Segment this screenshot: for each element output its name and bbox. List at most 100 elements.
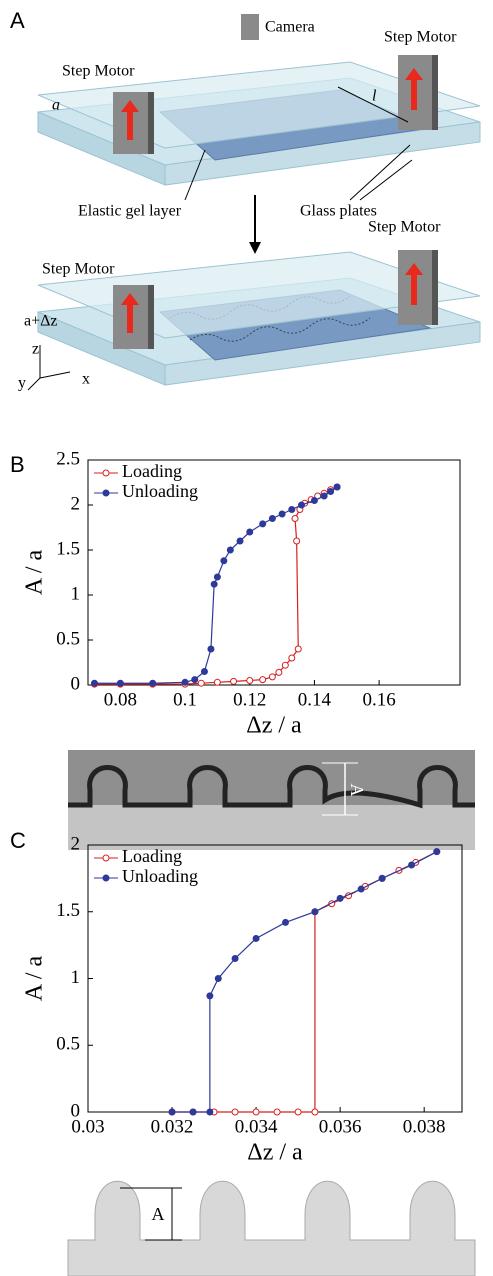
- label: x: [82, 371, 90, 388]
- arrow: [249, 242, 261, 254]
- data-point: [246, 528, 254, 536]
- data-point: [252, 934, 260, 942]
- data-point: [336, 894, 344, 902]
- axes-icon: [27, 345, 71, 391]
- length-arrow: [337, 86, 409, 123]
- data-point: [181, 678, 189, 686]
- plot-frame: [87, 459, 461, 686]
- step-motor: [148, 285, 154, 349]
- x-tick-label: 0.038: [403, 1116, 446, 1137]
- data-point: [116, 679, 124, 687]
- data-point: [214, 975, 222, 982]
- y-tick-label: 0.5: [56, 628, 80, 649]
- label: Elastic gel layer: [78, 203, 182, 220]
- data-point: [149, 679, 157, 687]
- x-tick-label: 0.16: [363, 689, 396, 710]
- data-point: [200, 668, 208, 675]
- y-tick-label: 1.5: [56, 538, 80, 559]
- legend-label: Unloading: [122, 866, 198, 886]
- label: Glass plates: [300, 203, 377, 220]
- step-motor: [148, 92, 154, 154]
- diagram: A Camera Step Motor Step Motor a l Elast…: [10, 8, 481, 392]
- legend-marker: [102, 854, 110, 862]
- x-axis-label: Δz / a: [246, 713, 302, 739]
- photo-background: [68, 805, 475, 850]
- label: a: [52, 97, 60, 114]
- data-point: [293, 537, 301, 545]
- y-tick-label: 1: [71, 583, 81, 604]
- data-point: [168, 1108, 176, 1116]
- x-tick-label: 0.034: [235, 1116, 278, 1137]
- legend-marker: [102, 469, 110, 477]
- legend-marker: [102, 874, 110, 882]
- data-point: [320, 492, 328, 500]
- label: Camera: [265, 19, 315, 36]
- data-point: [288, 506, 296, 513]
- label: l: [372, 88, 377, 105]
- series-line: [172, 851, 438, 1113]
- x-tick-label: 0.14: [298, 689, 332, 710]
- series-line: [172, 851, 438, 1113]
- y-tick-label: 1.5: [56, 900, 80, 921]
- step-motor: [432, 250, 438, 325]
- data-point: [311, 1108, 319, 1116]
- data-point: [197, 679, 205, 687]
- wrinkle-profile: [67, 1180, 476, 1276]
- step-motor: [432, 55, 438, 130]
- data-point: [206, 992, 214, 1000]
- x-tick-label: 0.12: [233, 689, 266, 710]
- data-point: [206, 1108, 214, 1116]
- y-axis-label: A / a: [22, 955, 48, 1001]
- data-point: [230, 677, 238, 685]
- x-tick-label: 0.1: [173, 689, 197, 710]
- y-tick-label: 0: [71, 673, 81, 694]
- data-point: [220, 557, 228, 565]
- y-tick-label: 2: [71, 833, 81, 854]
- data-point: [282, 918, 290, 926]
- wrinkle-profile: [68, 765, 475, 809]
- x-tick-label: 0.03: [71, 1116, 104, 1137]
- wrinkle: [189, 317, 371, 342]
- data-point: [252, 1108, 260, 1116]
- data-point: [226, 546, 234, 554]
- label: Step Motor: [368, 219, 441, 236]
- panel-label: B: [10, 452, 25, 477]
- data-point: [191, 676, 199, 684]
- legend-label: Loading: [122, 846, 182, 866]
- arrow: [121, 293, 139, 333]
- legend-label: Loading: [122, 461, 182, 481]
- data-point: [231, 1108, 239, 1116]
- y-tick-label: 2: [71, 493, 81, 514]
- inset-label: A: [347, 784, 367, 797]
- legend-label: Unloading: [122, 481, 198, 501]
- data-point: [311, 908, 319, 916]
- data-point: [357, 885, 365, 893]
- data-point: [297, 501, 305, 509]
- arrow: [121, 100, 139, 140]
- data-point: [268, 673, 276, 681]
- data-point: [333, 483, 341, 491]
- inset-label: A: [152, 1204, 165, 1224]
- data-point: [378, 874, 386, 882]
- pointer: [184, 149, 206, 201]
- data-point: [259, 676, 267, 684]
- data-point: [236, 537, 244, 545]
- y-axis-label: A / a: [22, 549, 48, 595]
- panel-label: A: [10, 8, 25, 33]
- data-point: [275, 668, 283, 676]
- data-point: [294, 1108, 302, 1116]
- label: y: [18, 375, 26, 392]
- data-point: [281, 661, 289, 669]
- data-point: [207, 645, 215, 653]
- pointer: [349, 144, 411, 201]
- y-tick-label: 0: [71, 1100, 81, 1121]
- data-point: [433, 848, 441, 856]
- label: a+Δz: [24, 313, 58, 330]
- inset-photo: A: [68, 750, 475, 850]
- data-point: [189, 1108, 197, 1116]
- x-tick-label: 0.036: [319, 1116, 362, 1137]
- x-axis-label: Δz / a: [247, 1140, 303, 1166]
- label: Step Motor: [384, 29, 457, 46]
- data-point: [213, 678, 221, 686]
